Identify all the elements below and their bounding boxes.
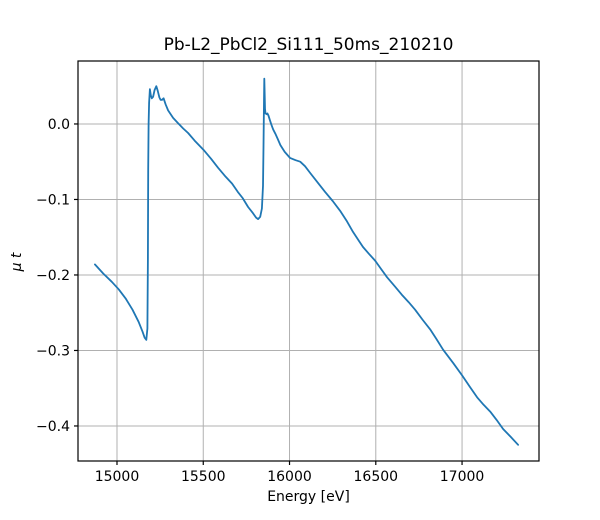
x-axis-label: Energy [eV] — [267, 489, 350, 505]
y-tick-label: 0.0 — [48, 117, 70, 133]
tick-label-layer: 15000 15500 16000 16500 17000 0.0 −0.1 −0.2 −0.3… — [36, 117, 484, 485]
spectrum-line — [94, 77, 519, 446]
plot-border — [77, 60, 540, 462]
y-tick-label: −0.3 — [36, 343, 70, 359]
y-axis-label: μ t — [9, 252, 25, 272]
grid-layer — [78, 61, 539, 461]
x-tick-label: 15500 — [181, 469, 226, 485]
x-tick-label: 15000 — [95, 469, 140, 485]
x-tick-label: 17000 — [440, 469, 485, 485]
y-tick-label: −0.1 — [36, 192, 70, 208]
y-tick-label: −0.2 — [36, 268, 70, 284]
tick-layer — [74, 123, 463, 465]
chart-title: Pb-L2_PbCl2_Si111_50ms_210210 — [164, 35, 454, 55]
y-tick-label: −0.4 — [36, 419, 70, 435]
x-tick-label: 16500 — [354, 469, 399, 485]
x-tick-label: 16000 — [267, 469, 312, 485]
